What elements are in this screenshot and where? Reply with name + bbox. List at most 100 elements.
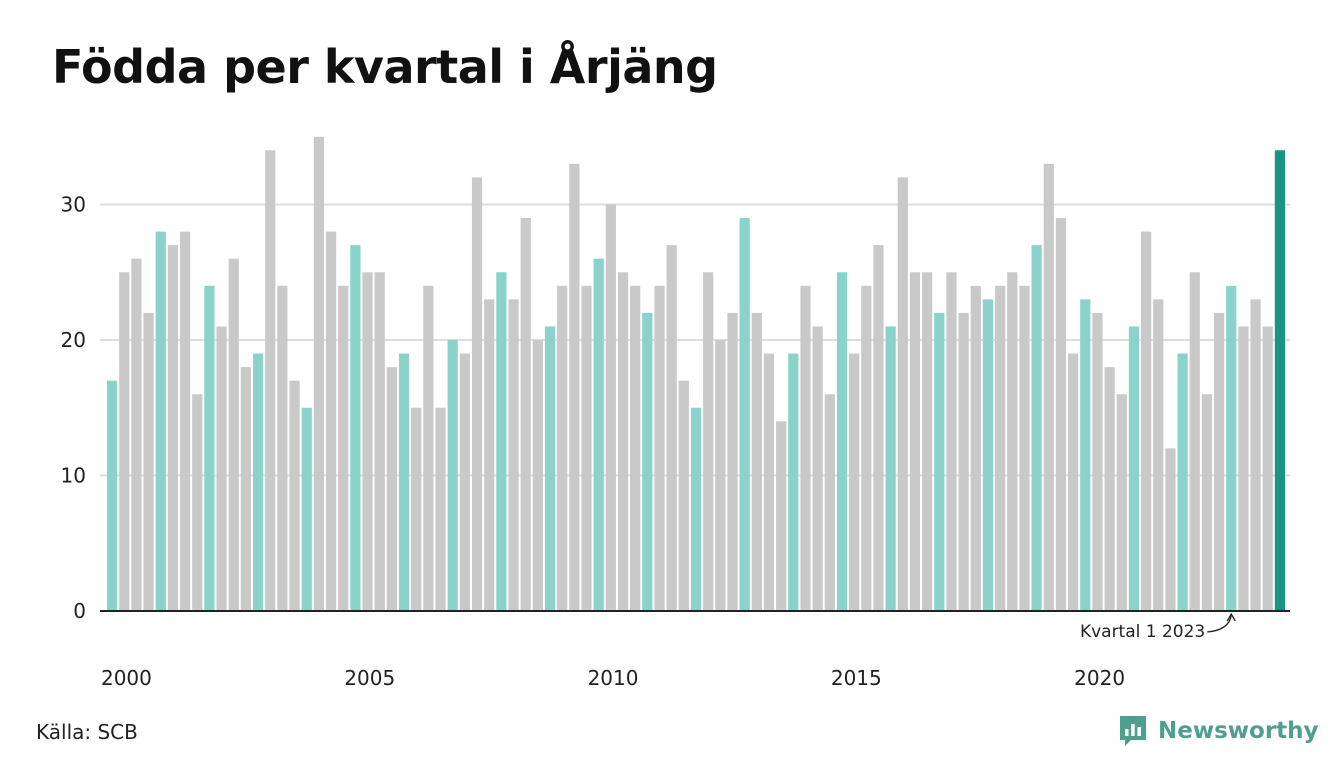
bar (252, 353, 264, 611)
bar (362, 272, 373, 611)
bar (1250, 299, 1261, 611)
bar (544, 326, 556, 611)
bar (374, 272, 385, 611)
bar (313, 136, 324, 611)
bar (776, 421, 787, 611)
bar (630, 285, 641, 611)
bar (1189, 272, 1200, 611)
x-tick-label: 2010 (588, 666, 639, 690)
bar (119, 272, 130, 611)
bar (471, 177, 483, 611)
bar (277, 285, 288, 611)
bar (508, 299, 519, 611)
bar (131, 258, 142, 611)
bar (338, 285, 349, 611)
bar (325, 231, 337, 611)
bar (1043, 163, 1054, 611)
bar (897, 177, 908, 611)
bar (958, 312, 969, 611)
bar (447, 340, 458, 611)
bar (970, 285, 981, 611)
bar (1031, 245, 1042, 611)
y-tick-label: 0 (73, 599, 86, 623)
x-tick-label: 2005 (344, 666, 395, 690)
newsworthy-logo-icon (1120, 716, 1146, 746)
bar (216, 326, 227, 611)
bar-chart: 0 10 20 30 2000 2005 2010 2015 2020 Kvartal 1 2… (61, 136, 1290, 690)
x-tick-label: 2015 (831, 666, 882, 690)
annotation-arrowhead (1226, 612, 1236, 622)
bar (1153, 299, 1164, 611)
bar (1080, 299, 1091, 611)
bar (715, 340, 726, 611)
chart-title: Födda per kvartal i Årjäng (52, 40, 718, 94)
bar (605, 204, 616, 611)
bar (800, 285, 811, 611)
bar (1055, 218, 1067, 612)
bar (532, 340, 543, 611)
annotation-label: Kvartal 1 2023 (1080, 622, 1205, 642)
bars (106, 136, 1286, 612)
bar (581, 285, 592, 611)
bar (824, 394, 835, 611)
bar (861, 285, 872, 611)
bar (849, 353, 860, 611)
y-tick-label: 20 (61, 328, 86, 352)
bar (265, 150, 276, 612)
bar (1177, 353, 1188, 611)
bar (617, 272, 629, 611)
annotation-arrow (1207, 614, 1232, 633)
bar (934, 312, 945, 611)
bar (593, 258, 604, 611)
bar (398, 353, 410, 611)
x-tick-label: 2000 (101, 666, 152, 690)
bar (350, 245, 361, 611)
bar (1019, 285, 1030, 611)
bar (459, 353, 470, 611)
bar (496, 272, 507, 611)
bar (812, 326, 823, 611)
bar (569, 163, 580, 611)
y-axis-ticks: 0 10 20 30 (61, 193, 86, 624)
bar (484, 299, 495, 611)
bar (922, 272, 933, 611)
bar (982, 299, 994, 611)
bar (155, 231, 166, 611)
bar (1262, 326, 1273, 611)
x-tick-label: 2020 (1074, 666, 1125, 690)
bar (1116, 394, 1127, 611)
bar (1140, 231, 1152, 611)
bar (1165, 448, 1176, 611)
bar (654, 285, 665, 611)
bar (946, 272, 957, 611)
bar (995, 285, 1006, 611)
bar (240, 367, 252, 611)
bar (435, 407, 446, 611)
bar (873, 245, 884, 611)
bar (143, 312, 154, 611)
bar (1007, 272, 1018, 611)
bar (666, 245, 677, 611)
bar (106, 380, 118, 611)
bar (1068, 353, 1079, 611)
bar (1092, 312, 1103, 611)
bar (167, 245, 179, 611)
bar (204, 285, 215, 611)
source-label: Källa: SCB (36, 720, 138, 744)
bar (678, 380, 689, 611)
bar (423, 285, 434, 611)
bar (703, 272, 714, 611)
bar (1201, 394, 1213, 611)
bar (739, 218, 750, 612)
y-tick-label: 10 (61, 464, 86, 488)
bar (289, 380, 300, 611)
bar (192, 394, 203, 611)
bar (909, 272, 921, 611)
bar (788, 353, 799, 611)
bar (763, 353, 775, 611)
bar (1213, 312, 1225, 611)
bar (1104, 367, 1115, 611)
bar (520, 218, 531, 612)
bar (836, 272, 848, 611)
bar (386, 367, 397, 611)
